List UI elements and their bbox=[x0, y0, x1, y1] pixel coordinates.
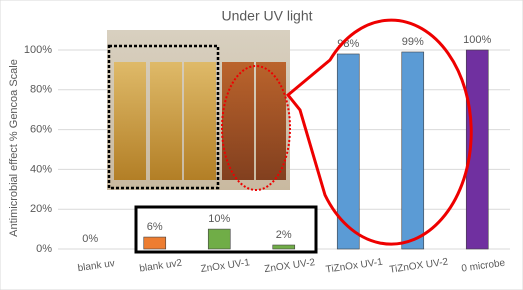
y-tick-label: 100% bbox=[24, 44, 52, 56]
y-tick-label: 20% bbox=[30, 203, 52, 215]
chart-title: Under UV light bbox=[221, 8, 312, 24]
bar bbox=[272, 244, 296, 250]
value-label: 100% bbox=[463, 34, 491, 46]
value-label: 10% bbox=[208, 213, 230, 225]
bars: 0%6%10%2%98% 99% 100% bbox=[82, 34, 492, 250]
value-label: 99% bbox=[402, 36, 424, 48]
bar bbox=[465, 49, 489, 250]
y-tick-label: 60% bbox=[30, 124, 52, 136]
value-label: 0% bbox=[82, 233, 98, 245]
value-label: 6% bbox=[147, 221, 163, 233]
y-tick-label: 0% bbox=[36, 243, 52, 255]
photo-inset bbox=[107, 30, 291, 191]
y-tick-label: 40% bbox=[30, 163, 52, 175]
callout-ellipse bbox=[285, 18, 473, 246]
value-label: 2% bbox=[276, 229, 292, 241]
bar bbox=[401, 51, 425, 250]
x-tick-label: blank uv bbox=[77, 258, 115, 274]
bar bbox=[207, 228, 231, 250]
y-axis-label: Antimicrobial effect % Gencoa Scale bbox=[8, 59, 20, 237]
bar bbox=[143, 236, 167, 250]
bar bbox=[336, 53, 360, 250]
y-tick-label: 80% bbox=[30, 84, 52, 96]
